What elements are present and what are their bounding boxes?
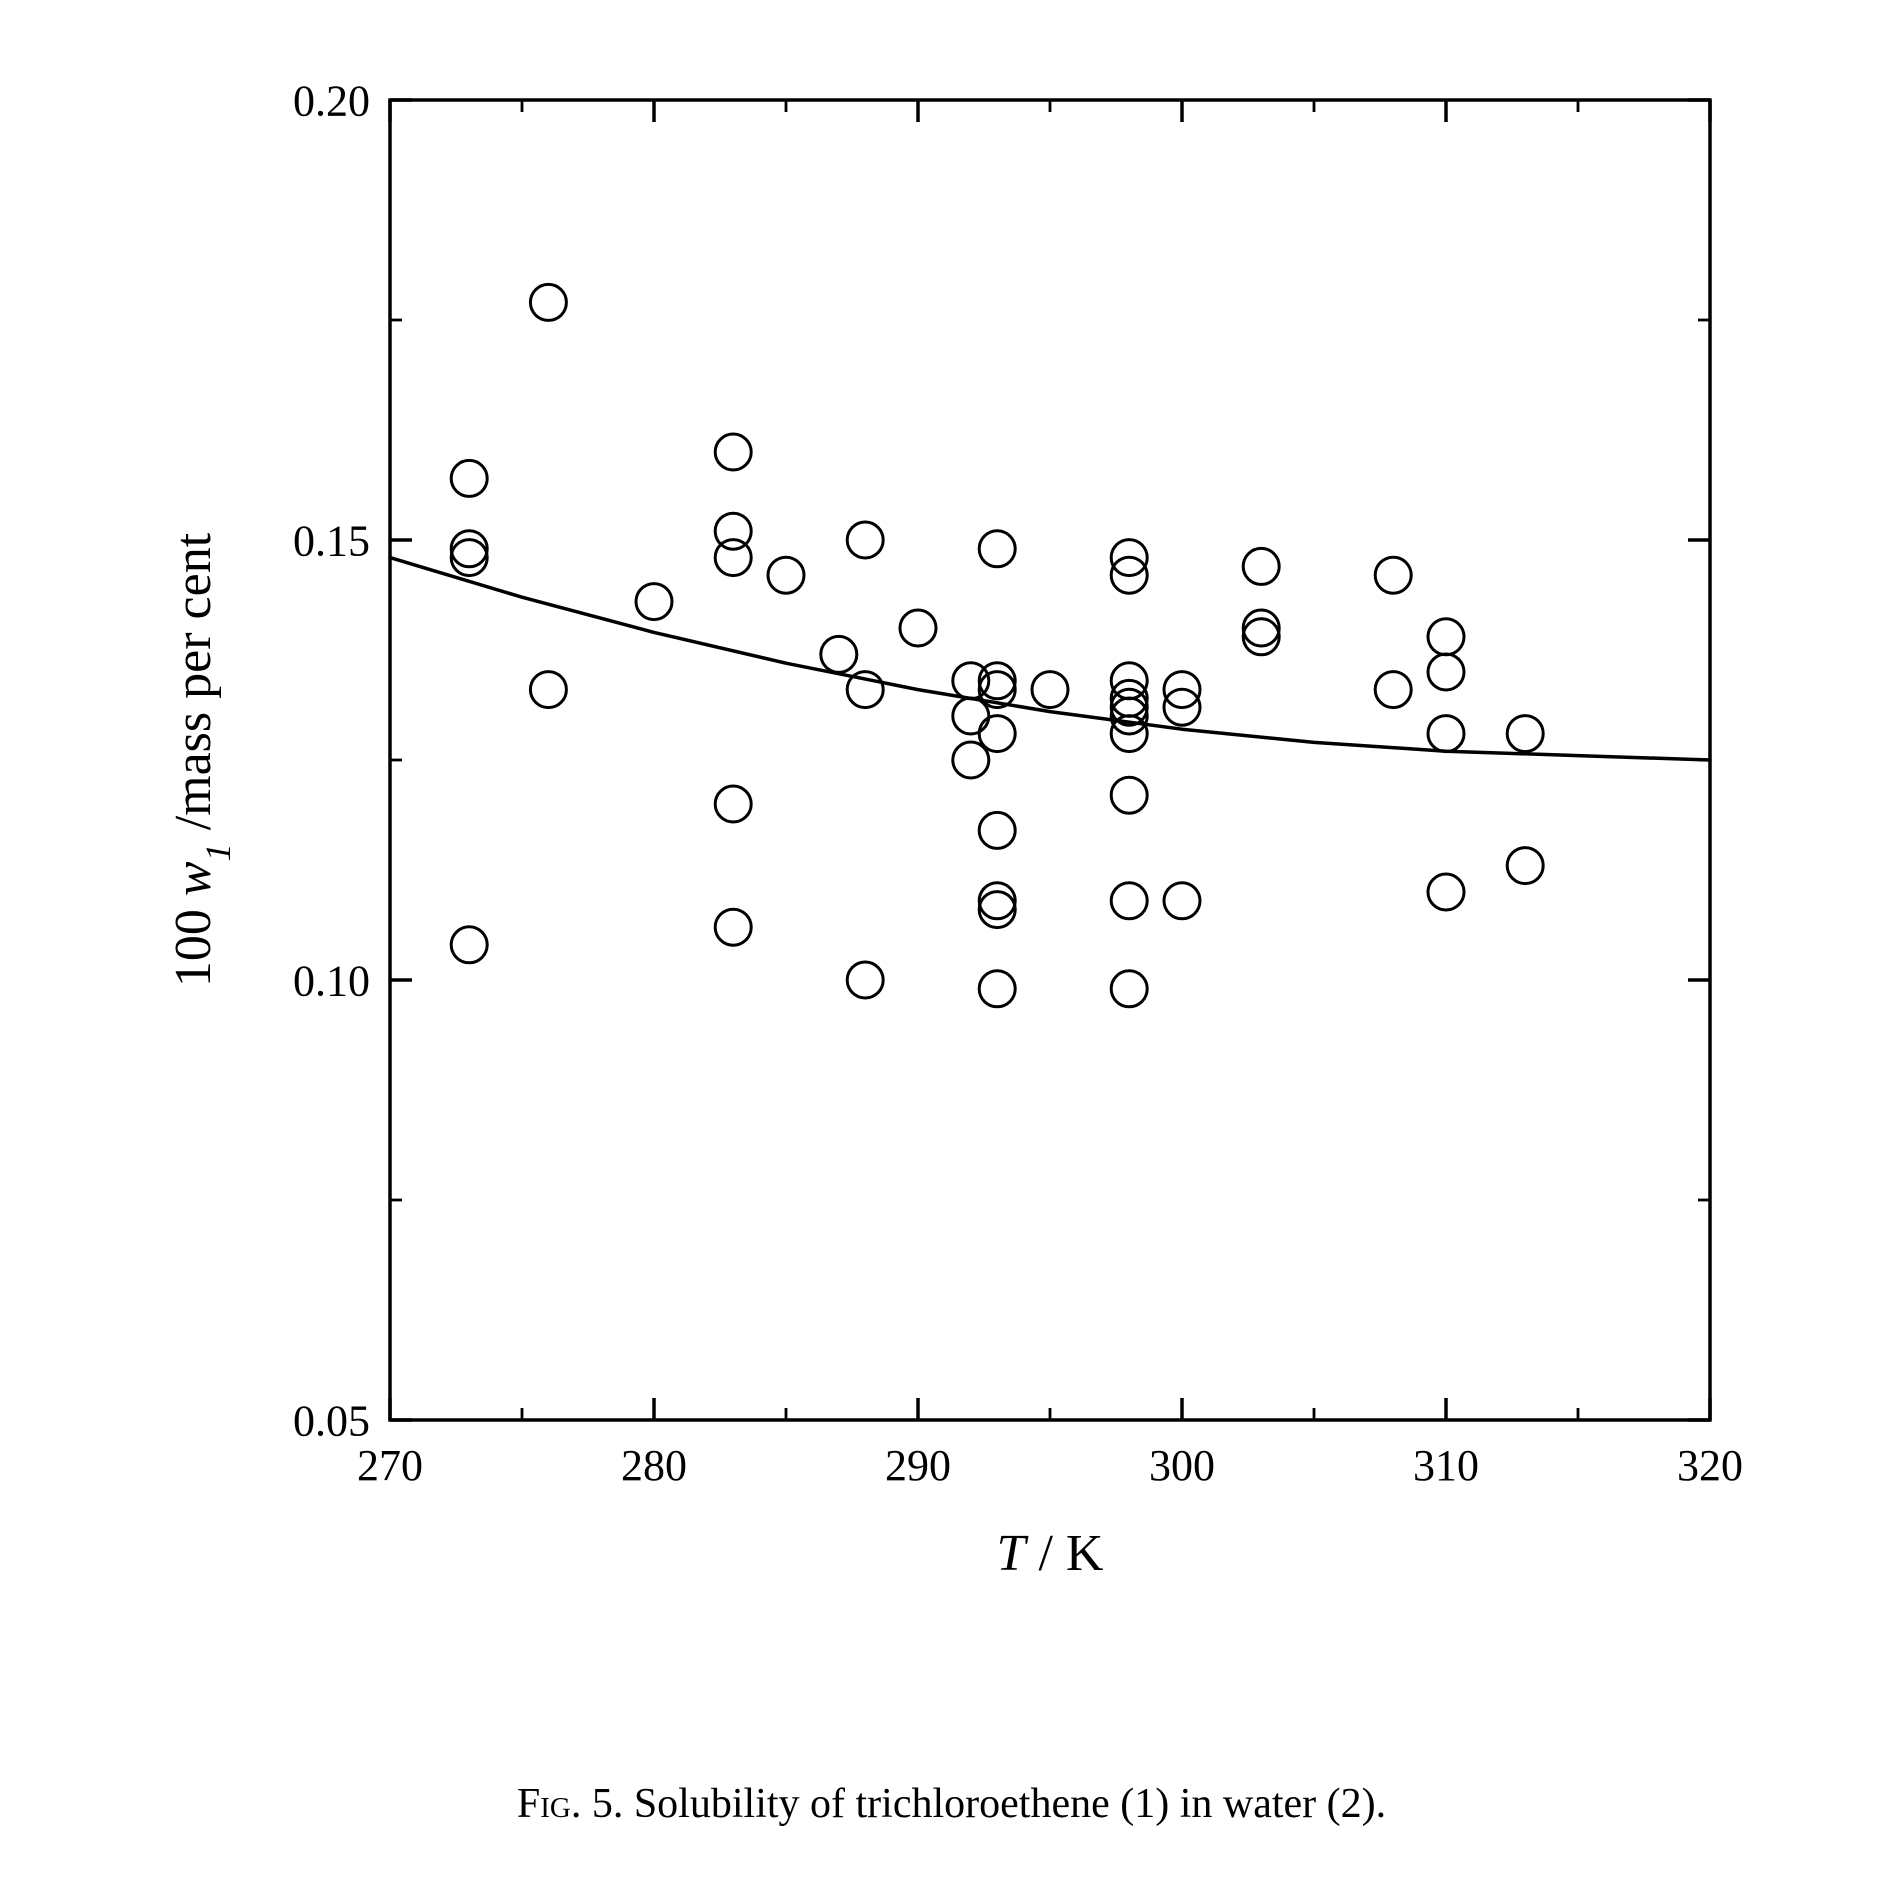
fit-curve — [390, 558, 1710, 760]
ytick-label: 0.20 — [293, 76, 370, 125]
data-point — [847, 522, 883, 558]
data-point — [715, 909, 751, 945]
data-point — [900, 610, 936, 646]
data-point — [847, 672, 883, 708]
solubility-chart: 270 280 290 300 310 320 0.05 0.10 0.15 0.20 T / K 1… — [130, 40, 1770, 1680]
data-point — [979, 716, 1015, 752]
caption-label: Fig. 5. — [517, 1781, 623, 1827]
data-point — [979, 531, 1015, 567]
data-point — [530, 284, 566, 320]
data-point — [1032, 672, 1068, 708]
xtick-label: 270 — [357, 1441, 423, 1490]
data-point — [1428, 619, 1464, 655]
data-point — [979, 892, 1015, 928]
xtick-label: 280 — [621, 1441, 687, 1490]
data-point — [768, 557, 804, 593]
data-point — [979, 812, 1015, 848]
data-point — [1375, 672, 1411, 708]
data-point — [979, 883, 1015, 919]
xtick-label: 290 — [885, 1441, 951, 1490]
data-point — [451, 531, 487, 567]
data-point — [1243, 548, 1279, 584]
data-point — [715, 434, 751, 470]
data-point — [1428, 654, 1464, 690]
data-point — [1111, 971, 1147, 1007]
data-point — [1507, 716, 1543, 752]
x-axis-label: T / K — [997, 1525, 1104, 1582]
data-point — [847, 962, 883, 998]
data-point — [979, 663, 1015, 699]
ytick-label: 0.10 — [293, 956, 370, 1005]
data-point — [979, 971, 1015, 1007]
data-point — [1164, 883, 1200, 919]
xtick-label: 300 — [1149, 1441, 1215, 1490]
caption-text: Solubility of trichloroethene (1) in wat… — [634, 1781, 1386, 1827]
data-point — [451, 460, 487, 496]
data-point — [636, 584, 672, 620]
data-point — [530, 672, 566, 708]
chart-svg: 270 280 290 300 310 320 0.05 0.10 0.15 0.20 T / K 1… — [130, 40, 1770, 1680]
xtick-label: 310 — [1413, 1441, 1479, 1490]
data-point — [953, 742, 989, 778]
data-point — [953, 698, 989, 734]
xtick-label: 320 — [1677, 1441, 1743, 1490]
data-point — [1375, 557, 1411, 593]
data-point — [1428, 874, 1464, 910]
data-point — [1507, 848, 1543, 884]
ytick-label: 0.05 — [293, 1396, 370, 1445]
data-point — [1111, 883, 1147, 919]
y-axis-label: 100 w1 /mass per cent — [165, 532, 238, 987]
data-point — [715, 786, 751, 822]
ytick-label: 0.15 — [293, 516, 370, 565]
data-point — [1243, 619, 1279, 655]
data-point — [451, 540, 487, 576]
data-point — [821, 636, 857, 672]
plot-frame — [390, 100, 1710, 1420]
data-point — [1243, 610, 1279, 646]
data-point — [1428, 716, 1464, 752]
figure-caption: Fig. 5. Solubility of trichloroethene (1… — [0, 1780, 1903, 1828]
data-point — [1111, 777, 1147, 813]
data-point — [715, 513, 751, 549]
data-point — [451, 927, 487, 963]
